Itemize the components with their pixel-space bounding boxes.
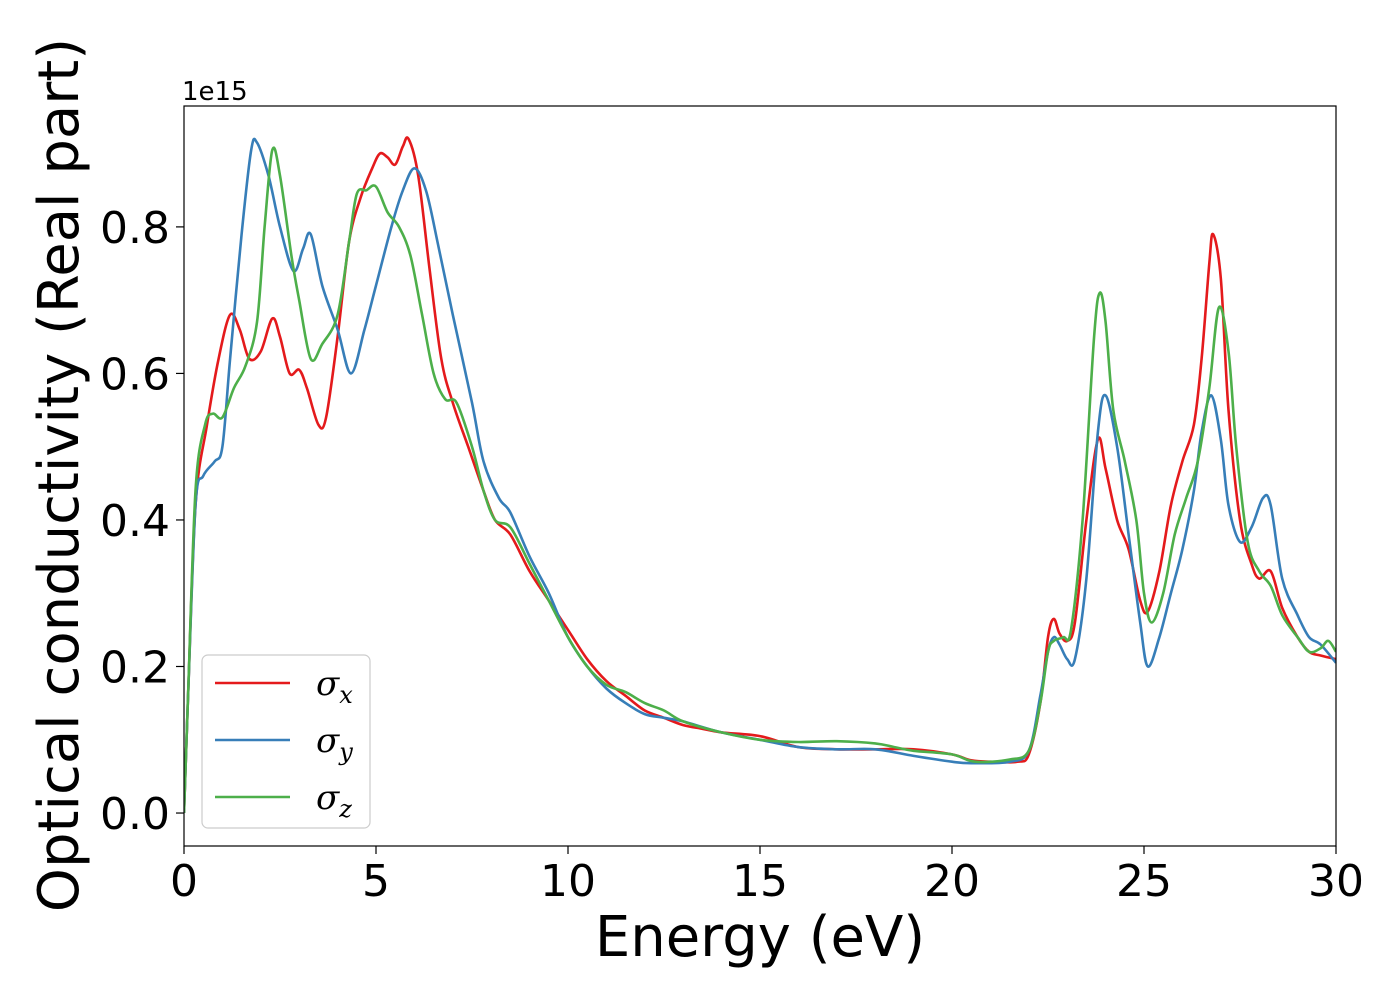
x-tick-label: 15	[732, 856, 788, 907]
series-line-z	[184, 146, 1336, 814]
series-layer	[184, 136, 1336, 814]
x-tick-label: 20	[924, 856, 980, 907]
plot-frame	[183, 105, 1337, 847]
legend-label-x: σx	[316, 664, 353, 709]
series-line-x	[184, 136, 1336, 814]
x-tick-label: 30	[1308, 856, 1364, 907]
x-tick-label: 10	[540, 856, 596, 907]
y-tick-label: 0.0	[100, 789, 170, 840]
y-tick-label: 0.6	[100, 349, 170, 400]
ticks-layer: 0 5 10 15 20 25 30 0.0 0.2 0.4 0.6 0.8	[100, 203, 1364, 907]
x-tick-label: 5	[362, 856, 390, 907]
legend-box	[201, 654, 371, 829]
y-tick-label: 0.2	[100, 642, 170, 693]
y-tick-label: 0.8	[100, 203, 170, 254]
x-tick-label: 25	[1116, 856, 1172, 907]
x-tick-label: 0	[170, 856, 198, 907]
x-axis-label: Energy (eV)	[595, 905, 925, 970]
y-axis-label: Optical conductivity (Real part)	[27, 38, 92, 912]
y-tick-label: 0.4	[100, 496, 170, 547]
y-axis-offset-label: 1e15	[182, 77, 248, 107]
